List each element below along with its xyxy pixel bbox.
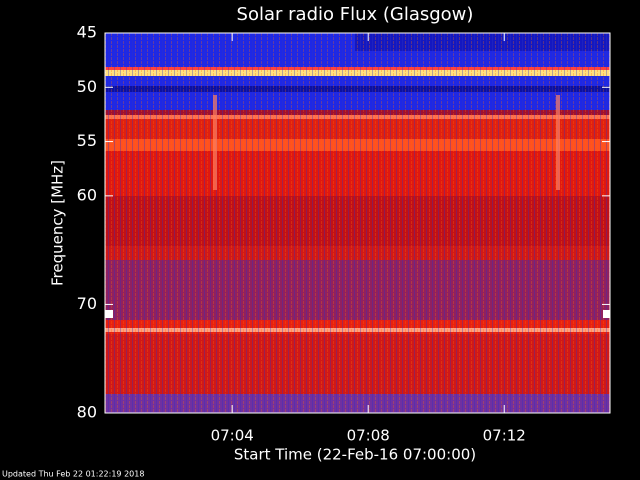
y-tick-label: 80 xyxy=(77,403,97,422)
x-tick-label: 07:08 xyxy=(347,427,390,445)
y-tick-label: 70 xyxy=(77,294,97,313)
x-tick-label: 07:04 xyxy=(211,427,254,445)
plot-frame xyxy=(104,32,611,414)
y-tick-label: 45 xyxy=(77,23,97,42)
y-tick-label: 55 xyxy=(77,131,97,150)
chart-title: Solar radio Flux (Glasgow) xyxy=(237,4,474,25)
x-tick-label: 07:12 xyxy=(483,427,526,445)
spectrogram-image xyxy=(105,33,610,413)
x-axis-label: Start Time (22-Feb-16 07:00:00) xyxy=(234,446,476,464)
y-axis-label: Frequency [MHz] xyxy=(49,160,67,286)
footer: Updated Thu Feb 22 01:22:19 2018 xyxy=(2,470,144,479)
y-tick-label: 50 xyxy=(77,77,97,96)
y-tick-label: 60 xyxy=(77,185,97,204)
